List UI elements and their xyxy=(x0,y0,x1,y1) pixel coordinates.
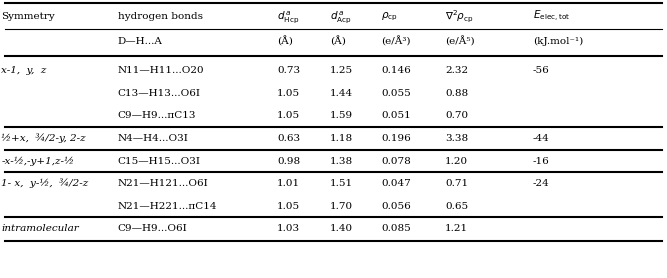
Text: 1- x,  y-½,  ¾/2-z: 1- x, y-½, ¾/2-z xyxy=(1,179,89,188)
Text: 0.047: 0.047 xyxy=(382,179,411,188)
Text: 0.055: 0.055 xyxy=(382,89,411,98)
Text: 0.70: 0.70 xyxy=(445,111,468,120)
Text: N21—H121...O6I: N21—H121...O6I xyxy=(117,179,208,188)
Text: -16: -16 xyxy=(533,157,550,165)
Text: 0.051: 0.051 xyxy=(382,111,411,120)
Text: 0.88: 0.88 xyxy=(445,89,468,98)
Text: $d_{\mathrm{Acp}}^{\,a}$: $d_{\mathrm{Acp}}^{\,a}$ xyxy=(330,9,352,24)
Text: intramolecular: intramolecular xyxy=(1,224,79,233)
Text: 1.21: 1.21 xyxy=(445,224,468,233)
Text: (Å): (Å) xyxy=(330,36,346,46)
Text: 1.01: 1.01 xyxy=(277,179,300,188)
Text: x-1,  y,  z: x-1, y, z xyxy=(1,66,47,75)
Text: 0.146: 0.146 xyxy=(382,66,411,75)
Text: (kJ.mol⁻¹): (kJ.mol⁻¹) xyxy=(533,37,583,46)
Text: 2.32: 2.32 xyxy=(445,66,468,75)
Text: 1.40: 1.40 xyxy=(330,224,354,233)
Text: 0.65: 0.65 xyxy=(445,202,468,211)
Text: ½+x,  ¾/2-y, 2-z: ½+x, ¾/2-y, 2-z xyxy=(1,134,86,143)
Text: N4—H4...O3I: N4—H4...O3I xyxy=(117,134,189,143)
Text: D—H...A: D—H...A xyxy=(117,37,163,46)
Text: C9—H9...πC13: C9—H9...πC13 xyxy=(117,111,196,120)
Text: 1.44: 1.44 xyxy=(330,89,354,98)
Text: 0.056: 0.056 xyxy=(382,202,411,211)
Text: 0.71: 0.71 xyxy=(445,179,468,188)
Text: 1.05: 1.05 xyxy=(277,202,300,211)
Text: 0.73: 0.73 xyxy=(277,66,300,75)
Text: C13—H13...O6I: C13—H13...O6I xyxy=(117,89,201,98)
Text: -x-½,-y+1,z-½: -x-½,-y+1,z-½ xyxy=(1,156,75,166)
Text: (e/Å³): (e/Å³) xyxy=(382,36,411,46)
Text: 1.38: 1.38 xyxy=(330,157,354,165)
Text: (e/Å⁵): (e/Å⁵) xyxy=(445,36,475,46)
Text: 1.18: 1.18 xyxy=(330,134,354,143)
Text: $\rho_{\mathrm{cp}}$: $\rho_{\mathrm{cp}}$ xyxy=(382,10,398,23)
Text: $E_{\mathrm{elec,tot}}$: $E_{\mathrm{elec,tot}}$ xyxy=(533,9,570,24)
Text: 3.38: 3.38 xyxy=(445,134,468,143)
Text: 1.20: 1.20 xyxy=(445,157,468,165)
Text: (Å): (Å) xyxy=(277,36,293,46)
Text: 0.196: 0.196 xyxy=(382,134,411,143)
Text: 1.51: 1.51 xyxy=(330,179,354,188)
Text: 1.70: 1.70 xyxy=(330,202,354,211)
Text: C9—H9...O6I: C9—H9...O6I xyxy=(117,224,187,233)
Text: 1.25: 1.25 xyxy=(330,66,354,75)
Text: -56: -56 xyxy=(533,66,550,75)
Text: 1.59: 1.59 xyxy=(330,111,354,120)
Text: 1.03: 1.03 xyxy=(277,224,300,233)
Text: 0.98: 0.98 xyxy=(277,157,300,165)
Text: 0.085: 0.085 xyxy=(382,224,411,233)
Text: C15—H15...O3I: C15—H15...O3I xyxy=(117,157,201,165)
Text: hydrogen bonds: hydrogen bonds xyxy=(117,12,203,21)
Text: -44: -44 xyxy=(533,134,550,143)
Text: Symmetry: Symmetry xyxy=(1,12,55,21)
Text: $\nabla^2\rho_{\mathrm{cp}}$: $\nabla^2\rho_{\mathrm{cp}}$ xyxy=(445,8,474,25)
Text: N11—H11...O20: N11—H11...O20 xyxy=(117,66,204,75)
Text: 1.05: 1.05 xyxy=(277,111,300,120)
Text: 0.078: 0.078 xyxy=(382,157,411,165)
Text: $d_{\mathrm{Hcp}}^{\,a}$: $d_{\mathrm{Hcp}}^{\,a}$ xyxy=(277,9,299,24)
Text: 1.05: 1.05 xyxy=(277,89,300,98)
Text: N21—H221...πC14: N21—H221...πC14 xyxy=(117,202,217,211)
Text: 0.63: 0.63 xyxy=(277,134,300,143)
Text: -24: -24 xyxy=(533,179,550,188)
